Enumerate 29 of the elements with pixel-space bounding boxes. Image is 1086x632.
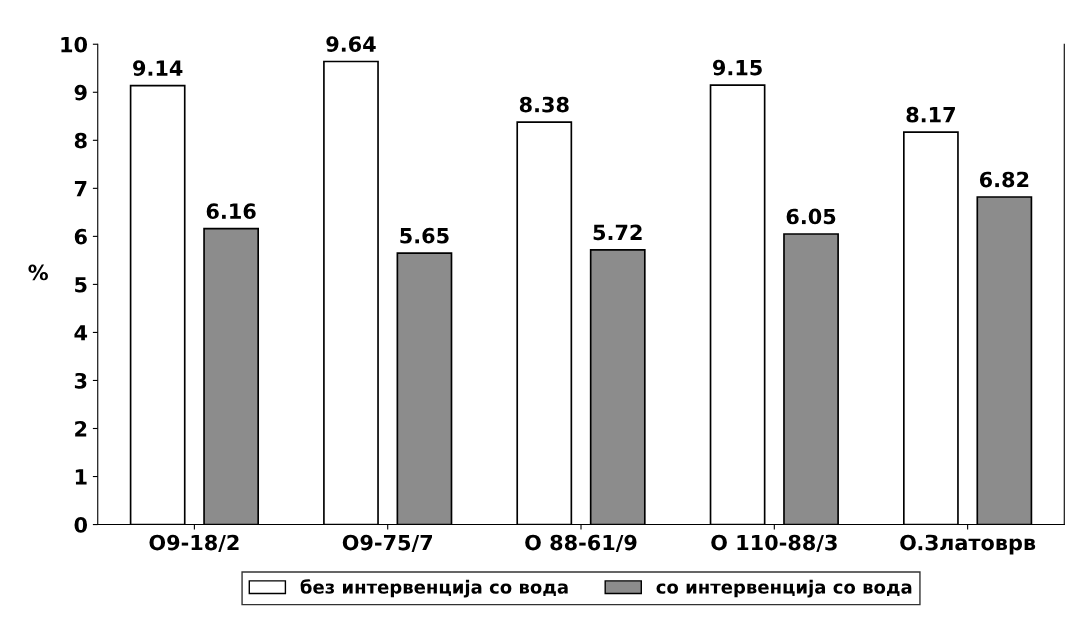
data-label: 5.72	[593, 224, 642, 241]
y-tick-label: 6	[74, 228, 87, 245]
y-tick-label: 0	[74, 517, 88, 533]
y-axis-title: %	[28, 264, 48, 281]
data-label: 5.65	[400, 227, 449, 244]
x-tick-label: O 88-61/9	[525, 534, 637, 553]
x-tick-label: O9-18/2	[149, 534, 239, 553]
data-label: 9.64	[326, 36, 376, 52]
x-tick-label: O9-75/7	[342, 534, 433, 553]
data-label: 9.14	[133, 60, 183, 76]
y-tick-label: 3	[74, 372, 87, 389]
x-tick-label: O 110-88/3	[711, 534, 837, 553]
legend-label: без интервенција со вода	[300, 579, 568, 598]
data-label: 6.05	[786, 208, 836, 225]
y-tick-label: 9	[74, 84, 87, 101]
data-label: 9.15	[712, 59, 762, 76]
y-tick-label: 8	[74, 132, 87, 149]
x-tick-label: O.Златоврв	[900, 534, 1036, 555]
y-tick-label: 7	[74, 181, 87, 197]
data-label: 6.16	[206, 203, 256, 220]
y-tick-label: 2	[75, 420, 87, 437]
y-tick-label: 4	[74, 325, 88, 341]
data-label: 8.17	[906, 106, 955, 123]
data-label: 6.82	[979, 171, 1029, 188]
y-tick-label: 5	[75, 277, 87, 293]
y-tick-label: 10	[61, 36, 88, 53]
y-tick-label: 1	[75, 469, 87, 485]
data-label: 8.38	[519, 96, 569, 113]
legend-label: со интервенција со вода	[656, 579, 912, 598]
